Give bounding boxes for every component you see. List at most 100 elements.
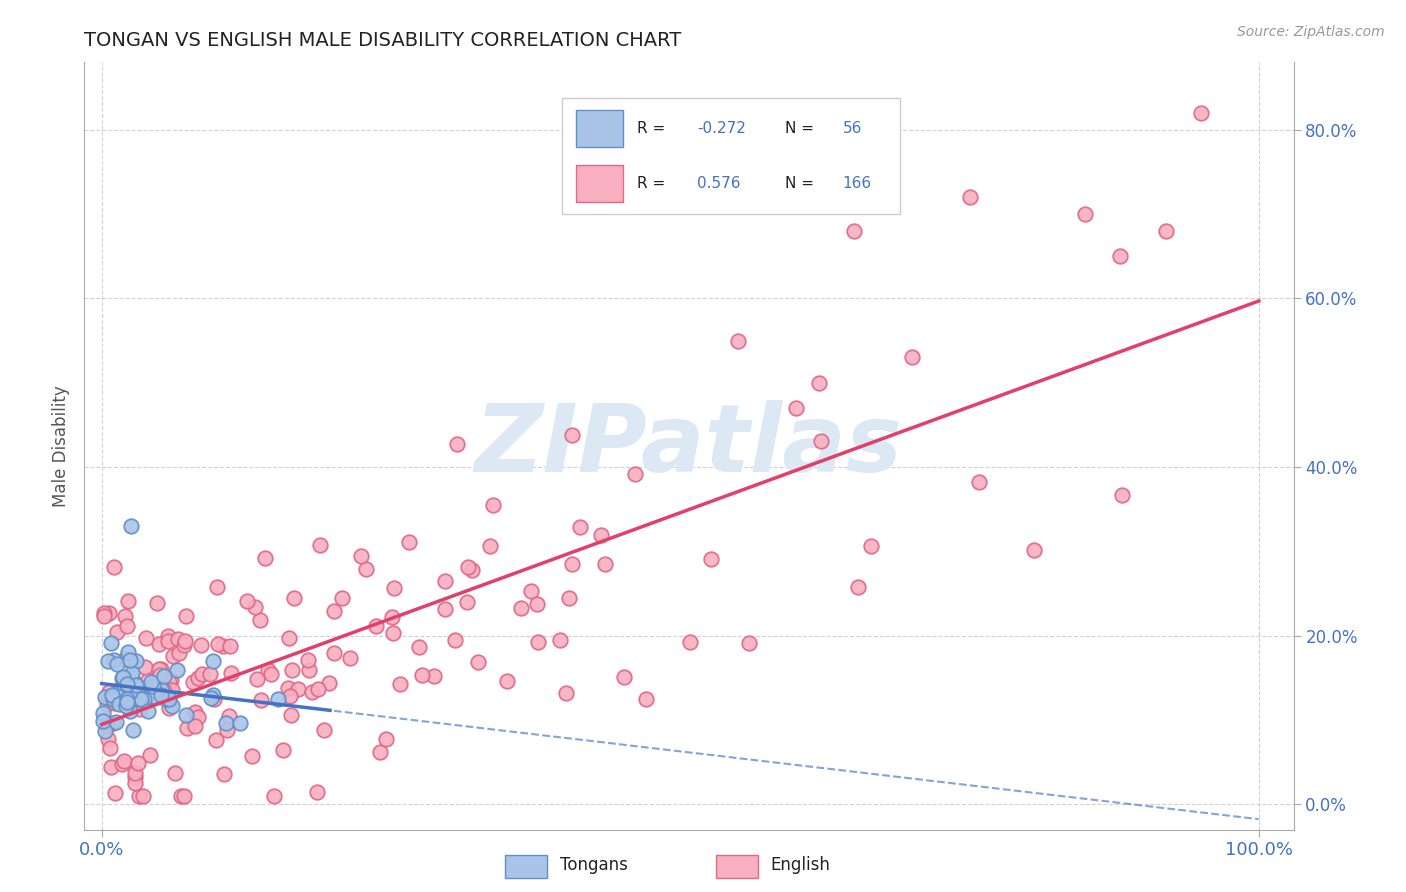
Point <box>240 749 263 764</box>
Point <box>173 638 195 652</box>
Point <box>115 699 138 714</box>
Point <box>160 698 183 713</box>
Point <box>153 684 176 698</box>
Point <box>218 709 240 723</box>
Point <box>277 681 299 695</box>
Point <box>184 706 207 721</box>
Text: ZIPatlas: ZIPatlas <box>475 400 903 492</box>
Point <box>481 498 503 512</box>
Point <box>134 660 156 674</box>
Point <box>118 704 141 718</box>
Point <box>479 539 502 553</box>
Point <box>149 668 172 682</box>
Point <box>323 604 346 618</box>
Point <box>368 745 391 759</box>
Point <box>117 594 139 608</box>
Point <box>267 691 290 706</box>
Point <box>157 675 180 690</box>
Point <box>114 652 136 666</box>
Point <box>124 776 146 790</box>
Point <box>257 664 280 678</box>
Point <box>93 606 115 620</box>
Point <box>457 559 479 574</box>
Point <box>112 671 135 685</box>
Point <box>411 668 433 682</box>
Point <box>108 697 131 711</box>
Point <box>122 688 145 702</box>
Point <box>129 694 152 708</box>
Point <box>105 625 128 640</box>
Point <box>246 672 269 686</box>
Point <box>153 669 176 683</box>
Point <box>101 688 124 702</box>
Point <box>330 591 353 606</box>
Point <box>381 609 404 624</box>
Point <box>215 723 238 738</box>
Point <box>561 558 583 572</box>
Point <box>162 683 184 698</box>
Point <box>96 718 118 732</box>
Point <box>97 685 120 699</box>
Point <box>388 677 411 691</box>
Point <box>98 740 121 755</box>
Text: 0.576: 0.576 <box>697 177 741 192</box>
Point <box>127 680 149 694</box>
Point <box>808 376 831 390</box>
Point <box>91 714 114 728</box>
Point <box>350 549 373 563</box>
Point <box>184 719 207 733</box>
Point <box>148 637 170 651</box>
Point <box>307 682 329 697</box>
Point <box>124 766 146 780</box>
Point <box>162 648 184 663</box>
Point <box>260 667 283 681</box>
Point <box>135 631 157 645</box>
Point <box>91 706 114 720</box>
Point <box>846 580 869 594</box>
Text: TONGAN VS ENGLISH MALE DISABILITY CORRELATION CHART: TONGAN VS ENGLISH MALE DISABILITY CORREL… <box>84 30 682 50</box>
Point <box>509 601 531 615</box>
Point <box>1074 207 1097 221</box>
Point <box>561 428 583 442</box>
Point <box>900 351 922 365</box>
Point <box>112 692 135 706</box>
Text: N =: N = <box>785 120 814 136</box>
Point <box>727 334 749 348</box>
Point <box>460 564 482 578</box>
Point <box>117 695 139 709</box>
Point <box>526 597 548 611</box>
Point <box>201 688 224 702</box>
Point <box>204 732 226 747</box>
Point <box>205 580 228 594</box>
Point <box>122 723 145 737</box>
Point <box>121 678 143 692</box>
Point <box>165 765 187 780</box>
Point <box>107 686 129 700</box>
Point <box>738 636 761 650</box>
Point <box>134 692 156 706</box>
Point <box>129 688 152 702</box>
Point <box>318 676 340 690</box>
Point <box>111 676 134 690</box>
Point <box>104 691 127 706</box>
Point <box>98 606 121 620</box>
Point <box>434 574 457 588</box>
Point <box>200 691 222 706</box>
Point <box>173 789 195 803</box>
Point <box>314 723 336 737</box>
Point <box>613 670 636 684</box>
Point <box>243 600 266 615</box>
Point <box>456 595 478 609</box>
Point <box>366 619 388 633</box>
Point <box>149 689 172 703</box>
Point <box>558 591 581 605</box>
Text: Source: ZipAtlas.com: Source: ZipAtlas.com <box>1237 25 1385 39</box>
Point <box>159 691 181 706</box>
Point <box>860 540 883 554</box>
Point <box>129 692 152 706</box>
Point <box>127 756 149 770</box>
Point <box>593 557 616 571</box>
Point <box>157 701 180 715</box>
Point <box>129 702 152 716</box>
Point <box>278 689 301 703</box>
